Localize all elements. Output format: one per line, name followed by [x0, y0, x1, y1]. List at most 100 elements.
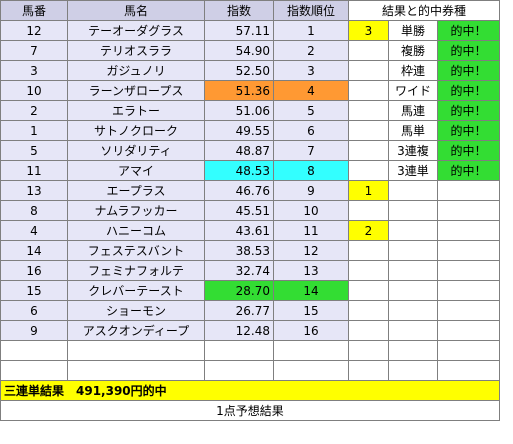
bet-type-cell[interactable]: 馬単 [388, 120, 438, 141]
blank-cell[interactable] [437, 360, 500, 381]
finish-position-cell[interactable] [348, 260, 389, 281]
rank-cell[interactable]: 6 [273, 120, 349, 141]
bet-type-cell[interactable] [388, 220, 438, 241]
hit-cell[interactable] [437, 320, 500, 341]
hit-cell[interactable] [437, 200, 500, 221]
rank-cell[interactable]: 1 [273, 20, 349, 41]
index-cell[interactable]: 26.77 [204, 300, 274, 321]
bet-type-cell[interactable]: 3連複 [388, 140, 438, 161]
index-cell[interactable]: 57.11 [204, 20, 274, 41]
rank-cell[interactable]: 13 [273, 260, 349, 281]
finish-position-cell[interactable] [348, 60, 389, 81]
hit-cell[interactable]: 的中！ [437, 140, 500, 161]
horse-name-cell[interactable]: エラトー [67, 100, 205, 121]
bet-type-cell[interactable]: 枠連 [388, 60, 438, 81]
finish-position-cell[interactable] [348, 100, 389, 121]
hit-cell[interactable]: 的中！ [437, 100, 500, 121]
rank-cell[interactable]: 15 [273, 300, 349, 321]
horse-name-cell[interactable]: エープラス [67, 180, 205, 201]
horse-name-cell[interactable]: アスクオンディープ [67, 320, 205, 341]
umaban-cell[interactable]: 2 [0, 100, 68, 121]
umaban-cell[interactable]: 16 [0, 260, 68, 281]
umaban-cell[interactable]: 11 [0, 160, 68, 181]
hit-cell[interactable]: 的中！ [437, 120, 500, 141]
umaban-cell[interactable]: 3 [0, 60, 68, 81]
hit-cell[interactable] [437, 300, 500, 321]
index-cell[interactable]: 38.53 [204, 240, 274, 261]
blank-cell[interactable] [204, 360, 274, 381]
rank-cell[interactable]: 3 [273, 60, 349, 81]
rank-cell[interactable]: 16 [273, 320, 349, 341]
horse-name-cell[interactable]: テリオスララ [67, 40, 205, 61]
index-cell[interactable]: 45.51 [204, 200, 274, 221]
horse-name-cell[interactable]: サトノクローク [67, 120, 205, 141]
umaban-cell[interactable]: 4 [0, 220, 68, 241]
umaban-cell[interactable]: 10 [0, 80, 68, 101]
umaban-cell[interactable]: 12 [0, 20, 68, 41]
horse-name-cell[interactable]: クレバーテースト [67, 280, 205, 301]
bet-type-cell[interactable] [388, 320, 438, 341]
bet-type-cell[interactable]: 3連単 [388, 160, 438, 181]
header-bamei[interactable]: 馬名 [67, 0, 205, 21]
rank-cell[interactable]: 4 [273, 80, 349, 101]
index-cell[interactable]: 52.50 [204, 60, 274, 81]
finish-position-cell[interactable] [348, 240, 389, 261]
horse-name-cell[interactable]: フェミナフォルテ [67, 260, 205, 281]
horse-name-cell[interactable]: ハニーコム [67, 220, 205, 241]
finish-position-cell[interactable] [348, 320, 389, 341]
header-umaban[interactable]: 馬番 [0, 0, 68, 21]
bet-type-cell[interactable]: 単勝 [388, 20, 438, 41]
hit-cell[interactable]: 的中！ [437, 60, 500, 81]
finish-position-cell[interactable] [348, 200, 389, 221]
bet-type-cell[interactable] [388, 240, 438, 261]
header-shisu[interactable]: 指数 [204, 0, 274, 21]
horse-name-cell[interactable]: フェステスバント [67, 240, 205, 261]
horse-name-cell[interactable]: ナムラフッカー [67, 200, 205, 221]
hit-cell[interactable] [437, 260, 500, 281]
bet-type-cell[interactable]: ワイド [388, 80, 438, 101]
finish-position-cell[interactable] [348, 80, 389, 101]
rank-cell[interactable]: 2 [273, 40, 349, 61]
umaban-cell[interactable]: 9 [0, 320, 68, 341]
trifecta-result-text[interactable]: 三連単結果 491,390円的中 [0, 380, 500, 401]
blank-cell[interactable] [348, 360, 389, 381]
umaban-cell[interactable]: 7 [0, 40, 68, 61]
index-cell[interactable]: 28.70 [204, 280, 274, 301]
umaban-cell[interactable]: 14 [0, 240, 68, 261]
bet-type-cell[interactable] [388, 200, 438, 221]
rank-cell[interactable]: 7 [273, 140, 349, 161]
hit-cell[interactable] [437, 180, 500, 201]
blank-cell[interactable] [273, 340, 349, 361]
umaban-cell[interactable]: 1 [0, 120, 68, 141]
blank-cell[interactable] [67, 360, 205, 381]
blank-cell[interactable] [388, 360, 438, 381]
umaban-cell[interactable]: 5 [0, 140, 68, 161]
horse-name-cell[interactable]: ガジュノリ [67, 60, 205, 81]
hit-cell[interactable] [437, 240, 500, 261]
horse-name-cell[interactable]: ショーモン [67, 300, 205, 321]
blank-cell[interactable] [388, 340, 438, 361]
bet-type-cell[interactable]: 馬連 [388, 100, 438, 121]
header-kekka[interactable]: 結果と的中券種 [348, 0, 500, 21]
blank-cell[interactable] [348, 340, 389, 361]
rank-cell[interactable]: 5 [273, 100, 349, 121]
index-cell[interactable]: 46.76 [204, 180, 274, 201]
index-cell[interactable]: 12.48 [204, 320, 274, 341]
hit-cell[interactable]: 的中！ [437, 80, 500, 101]
rank-cell[interactable]: 8 [273, 160, 349, 181]
bet-type-cell[interactable] [388, 280, 438, 301]
blank-cell[interactable] [0, 360, 68, 381]
blank-cell[interactable] [0, 340, 68, 361]
bet-type-cell[interactable] [388, 180, 438, 201]
umaban-cell[interactable]: 13 [0, 180, 68, 201]
horse-name-cell[interactable]: アマイ [67, 160, 205, 181]
index-cell[interactable]: 51.06 [204, 100, 274, 121]
finish-position-cell[interactable] [348, 140, 389, 161]
rank-cell[interactable]: 12 [273, 240, 349, 261]
rank-cell[interactable]: 11 [273, 220, 349, 241]
blank-cell[interactable] [67, 340, 205, 361]
index-cell[interactable]: 54.90 [204, 40, 274, 61]
bet-type-cell[interactable]: 複勝 [388, 40, 438, 61]
header-juni[interactable]: 指数順位 [273, 0, 349, 21]
hit-cell[interactable]: 的中！ [437, 20, 500, 41]
